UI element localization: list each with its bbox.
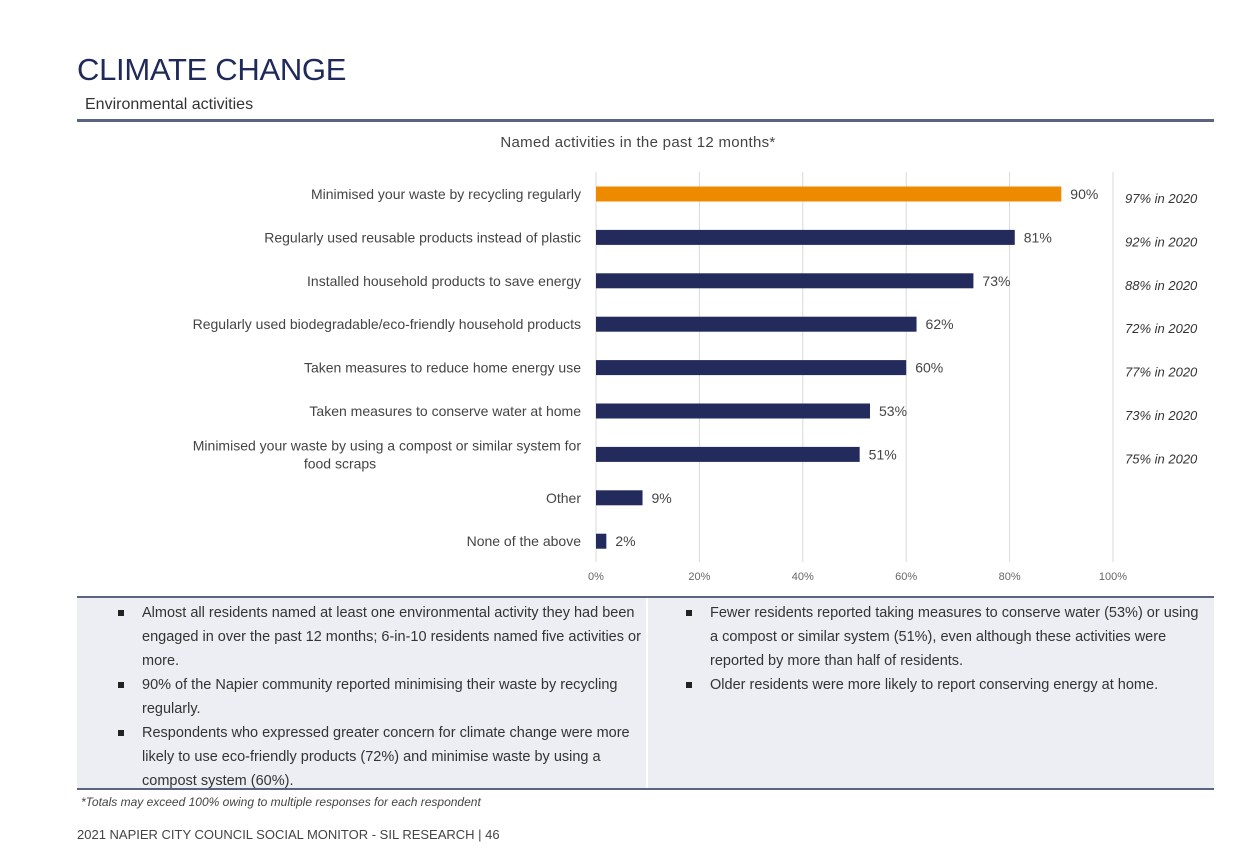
data-label: 60% (915, 360, 943, 376)
bar (596, 533, 607, 549)
bar (596, 273, 974, 289)
bar (596, 490, 643, 506)
category-label: Taken measures to reduce home energy use (304, 360, 581, 376)
comparison-label: 97% in 2020 (1125, 191, 1198, 206)
footnote: *Totals may exceed 100% owing to multipl… (81, 795, 481, 809)
summary-bullet: Older residents were more likely to repo… (686, 673, 1205, 697)
comparison-label: 72% in 2020 (1125, 321, 1198, 336)
bar (596, 403, 871, 419)
title-divider (77, 119, 1214, 122)
x-tick-label: 40% (792, 571, 814, 583)
x-tick-label: 0% (588, 571, 604, 583)
x-tick-label: 100% (1099, 571, 1127, 583)
summary-bullet: 90% of the Napier community reported min… (118, 673, 642, 721)
summary-bullet: Almost all residents named at least one … (118, 601, 642, 673)
bar (596, 446, 860, 462)
summary-bullet: Respondents who expressed greater concer… (118, 721, 642, 793)
category-label: Installed household products to save ene… (307, 273, 581, 289)
page-title: CLIMATE CHANGE (77, 52, 347, 87)
page-subtitle: Environmental activities (85, 96, 254, 113)
category-label: Minimised your waste by recycling regula… (311, 186, 581, 202)
data-label: 73% (982, 273, 1010, 289)
chart-title: Named activities in the past 12 months* (500, 134, 776, 151)
x-tick-label: 60% (895, 571, 917, 583)
comparison-label: 92% in 2020 (1125, 234, 1198, 249)
data-label: 2% (615, 533, 635, 549)
bar-chart: 0% 20% 40% 60% 80% 100% Minimised your waste b… (193, 172, 1198, 583)
comparison-label: 88% in 2020 (1125, 278, 1198, 293)
category-label: Regularly used biodegradable/eco-friendl… (193, 316, 581, 332)
data-label: 81% (1024, 229, 1052, 245)
summary-list-left: Almost all residents named at least one … (118, 601, 642, 793)
data-label: 51% (869, 446, 897, 462)
bar (596, 229, 1015, 245)
data-label: 62% (926, 316, 954, 332)
category-label: Taken measures to conserve water at home (309, 403, 581, 419)
x-tick-label: 20% (688, 571, 710, 583)
category-label: Regularly used reusable products instead… (264, 229, 581, 245)
bar (596, 360, 907, 376)
data-label: 9% (652, 490, 672, 506)
bar (596, 316, 917, 332)
comparison-label: 75% in 2020 (1125, 451, 1198, 466)
bar (596, 186, 1062, 202)
data-label: 53% (879, 403, 907, 419)
page-footer: 2021 NAPIER CITY COUNCIL SOCIAL MONITOR … (77, 827, 500, 842)
category-label: Minimised your waste by using a compost … (193, 437, 582, 471)
summary-bullet: Fewer residents reported taking measures… (686, 601, 1205, 673)
x-tick-label: 80% (999, 571, 1021, 583)
summary-list-right: Fewer residents reported taking measures… (686, 601, 1205, 697)
category-label: Other (546, 490, 581, 506)
summary-panel: Almost all residents named at least one … (77, 596, 1214, 790)
category-label: None of the above (467, 533, 582, 549)
comparison-label: 77% in 2020 (1125, 365, 1198, 380)
comparison-label: 73% in 2020 (1125, 408, 1198, 423)
data-label: 90% (1070, 186, 1098, 202)
summary-divider (646, 598, 648, 788)
